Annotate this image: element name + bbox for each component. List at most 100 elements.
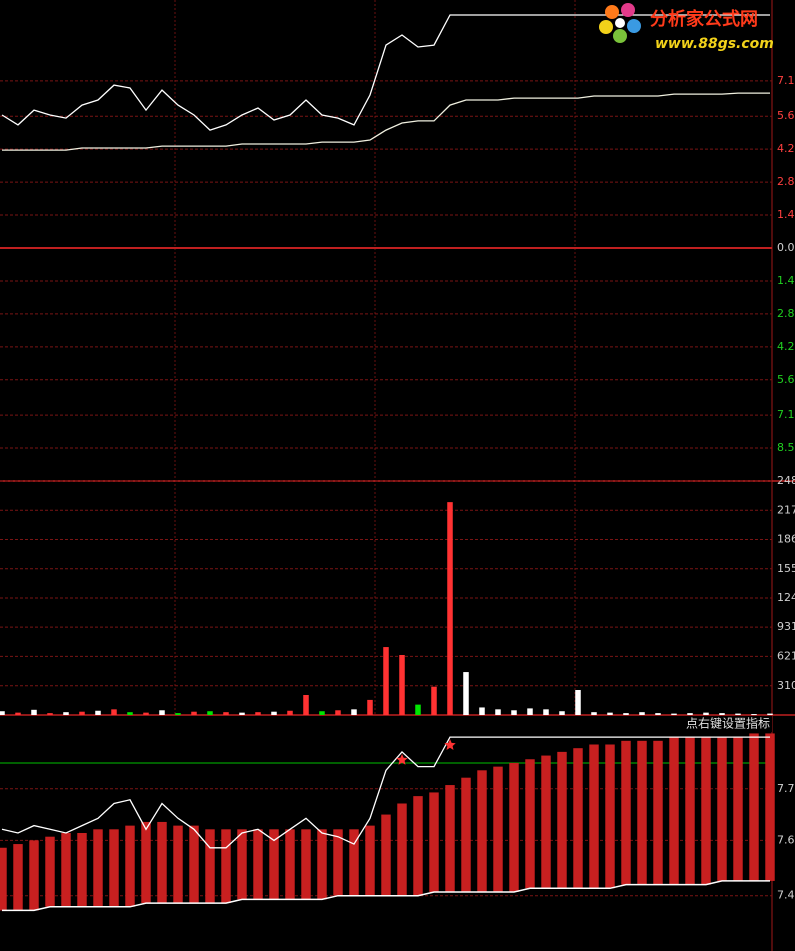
volume-bar (415, 704, 421, 715)
y-tick-label: 7.7 (777, 782, 795, 795)
line (2, 92, 770, 151)
indicator-bar (429, 792, 439, 892)
y-tick-label: 8.5 (777, 441, 795, 454)
time-dividers (174, 0, 576, 715)
volume-bar (687, 713, 693, 715)
indicator-bar (317, 829, 327, 900)
volume-bar (479, 707, 485, 715)
indicator-bar (461, 777, 471, 892)
y-tick-label: 931 (777, 620, 795, 633)
indicator-bar (157, 821, 167, 904)
y-tick-label: 0.0 (777, 241, 795, 254)
indicator-bar (13, 844, 23, 911)
indicator-bar (365, 825, 375, 896)
volume-bar (463, 672, 469, 715)
volume-bar (367, 699, 373, 715)
volume-bar (319, 711, 325, 715)
indicator-bar (45, 836, 55, 907)
logo-petal (627, 19, 641, 33)
indicator-bar (0, 847, 7, 911)
volume-bar (559, 711, 565, 715)
logo-petal (621, 3, 635, 17)
volume-bar (95, 710, 101, 715)
volume-bar (79, 711, 85, 715)
volume-bar (623, 713, 629, 715)
indicator-bar (29, 840, 39, 911)
volume-bar (143, 712, 149, 715)
volume-bar (207, 711, 213, 715)
volume-bar (271, 711, 277, 715)
indicator-bar (141, 821, 151, 904)
indicator-bar (205, 829, 215, 904)
volume-bar (655, 713, 661, 715)
indicator-bar (765, 733, 775, 881)
indicator-bar (733, 737, 743, 881)
volume-bar (127, 712, 133, 715)
y-tick-label: 310 (777, 679, 795, 692)
indicator-bar (637, 740, 647, 885)
volume-bar (223, 712, 229, 715)
volume-bar (287, 710, 293, 715)
volume-bar (15, 712, 21, 715)
volume-bar (639, 712, 645, 715)
indicator-bar (669, 737, 679, 885)
logo-petal (613, 29, 627, 43)
y-tick-label: 5.6 (777, 109, 795, 122)
indicator-bar (61, 833, 71, 907)
logo-url: www.88gs.com (655, 36, 774, 52)
indicator-bar (685, 737, 695, 885)
volume-bar (303, 694, 309, 715)
y-tick-label: 621 (777, 649, 795, 662)
logo: 分析家公式网 www.88gs.com (599, 3, 774, 52)
volume-bar (511, 710, 517, 715)
y-tick-label: 4.2 (777, 142, 795, 155)
indicator-bar (701, 737, 711, 885)
volume-bar (239, 712, 245, 715)
indicator-bar (125, 825, 135, 907)
volume-bar (767, 713, 773, 715)
indicator-bar (605, 744, 615, 889)
logo-petal (605, 5, 619, 19)
volume-bar (399, 654, 405, 715)
y-tick-label: 1.4 (777, 208, 795, 221)
y-tick-label: 7.4 (777, 889, 795, 902)
indicator-bar (333, 829, 343, 896)
indicator-bar (621, 740, 631, 885)
volume-bar (751, 714, 757, 716)
volume-bar (159, 710, 165, 715)
y-tick-label: 2.8 (777, 175, 795, 188)
volume-bar (31, 709, 37, 715)
label-bg (680, 716, 772, 732)
line (1, 14, 770, 131)
signal-star (396, 753, 408, 765)
indicator-bar (349, 829, 359, 896)
logo-petal (599, 20, 613, 34)
indicator-bar (285, 829, 295, 900)
volume-bar (591, 712, 597, 715)
indicator-bar (557, 751, 567, 889)
indicator-bar (525, 759, 535, 889)
volume-bar (175, 713, 181, 715)
indicator-bar (109, 829, 119, 907)
indicator-bar (397, 803, 407, 896)
volume-bar (335, 710, 341, 715)
volume-bar (543, 709, 549, 715)
volume-bar (527, 708, 533, 715)
y-tick-label: 5.6 (777, 373, 795, 386)
volume-bar (111, 709, 117, 715)
volume-bar (255, 712, 261, 715)
indicator-bar (493, 766, 503, 892)
indicator-bar (269, 829, 279, 900)
volume-bar (703, 712, 709, 715)
indicator-bar (93, 829, 103, 907)
indicator-bar (445, 785, 455, 892)
y-tick-label: 2.8 (777, 307, 795, 320)
indicator-bar (173, 825, 183, 904)
line (1, 736, 770, 849)
volume-bar (0, 711, 5, 715)
y-tick-label: 155 (777, 562, 795, 575)
logo-center (615, 18, 625, 28)
line (2, 880, 770, 912)
